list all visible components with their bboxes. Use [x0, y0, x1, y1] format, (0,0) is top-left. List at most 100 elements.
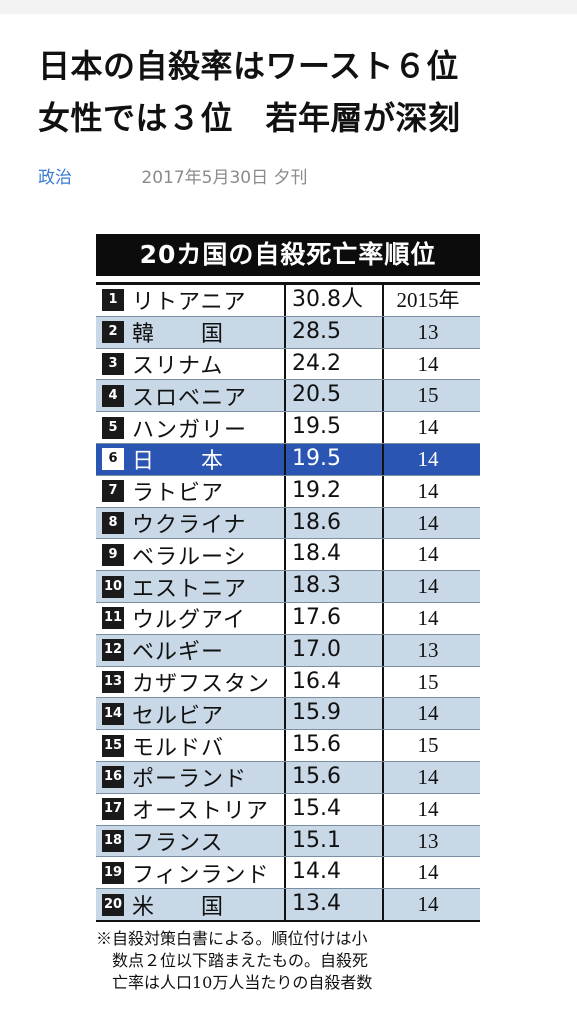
rank-badge: 8 — [102, 511, 124, 534]
data-year: 13 — [382, 316, 472, 348]
country-name: モルドバ — [132, 735, 225, 761]
data-year: 15 — [382, 666, 472, 698]
rank-badge: 13 — [102, 670, 124, 693]
rank-badge: 7 — [102, 480, 124, 503]
table-row: 11 ウルグアイ 17.6 14 — [96, 602, 480, 635]
suicide-rate: 19.5 — [284, 412, 382, 443]
table-row: 5 ハンガリー 19.5 14 — [96, 412, 480, 444]
suicide-rate: 17.6 — [284, 602, 382, 634]
country-name: ウルグアイ — [132, 608, 246, 634]
headline-line-2: 女性では３位 若年層が深刻 — [38, 99, 461, 137]
country-name: ウクライナ — [132, 512, 247, 538]
data-year: 14 — [382, 412, 472, 443]
suicide-rate: 14.4 — [284, 857, 382, 889]
data-year: 14 — [382, 348, 472, 380]
data-year: 14 — [382, 475, 472, 507]
table-row: 2 韓 国 28.5 13 — [96, 316, 480, 349]
rank-badge: 3 — [102, 352, 124, 375]
country-name: カザフスタン — [132, 671, 271, 697]
table-row: 13 カザフスタン 16.4 15 — [96, 666, 480, 699]
footnote-line-3: 亡率は人口10万人当たりの自殺者数 — [96, 972, 373, 992]
suicide-rate: 17.0 — [284, 634, 382, 666]
country-name: 韓 国 — [132, 322, 225, 348]
rank-badge: 6 — [102, 448, 124, 471]
suicide-rate: 18.6 — [284, 507, 382, 539]
table-row: 1 リトアニア 30.8人 2015年 — [96, 285, 480, 317]
suicide-rate: 13.4 — [284, 889, 382, 920]
suicide-rate: 15.6 — [284, 730, 382, 761]
rank-badge: 2 — [102, 321, 124, 344]
rank-badge: 10 — [102, 575, 124, 598]
country-name: エストニア — [132, 576, 248, 602]
data-year: 14 — [382, 571, 472, 602]
table-row: 17 オーストリア 15.4 14 — [96, 793, 480, 826]
suicide-rate: 24.2 — [284, 348, 382, 380]
suicide-rate: 15.1 — [284, 825, 382, 857]
suicide-rate: 15.6 — [284, 761, 382, 793]
country-name: ハンガリー — [132, 417, 248, 443]
suicide-rate: 30.8人 — [284, 285, 382, 316]
suicide-rate: 15.4 — [284, 793, 382, 825]
footnote-line-1: ※自殺対策白書による。順位付けは小 — [96, 928, 368, 948]
category-link[interactable]: 政治 — [38, 168, 72, 188]
country-name: ポーランド — [132, 767, 248, 793]
table-row: 12 ベルギー 17.0 13 — [96, 634, 480, 667]
data-year: 14 — [382, 602, 472, 634]
data-year: 15 — [382, 730, 472, 761]
top-bar — [0, 0, 577, 14]
article-meta: 政治 2017年5月30日 夕刊 — [38, 166, 308, 190]
table-row: 19 フィンランド 14.4 14 — [96, 857, 480, 890]
country-name: スリナム — [132, 354, 224, 379]
suicide-rate: 18.4 — [284, 539, 382, 571]
country-name: フランス — [132, 830, 224, 856]
figure-footnote: ※自殺対策白書による。順位付けは小 数点２位以下踏まえたもの。自殺死 亡率は人口… — [96, 928, 480, 994]
table-row: 16 ポーランド 15.6 14 — [96, 761, 480, 794]
data-year: 13 — [382, 825, 472, 857]
publish-date: 2017年5月30日 夕刊 — [141, 168, 308, 188]
table-row: 8 ウクライナ 18.6 14 — [96, 507, 480, 540]
country-name: ラトビア — [132, 481, 225, 507]
rank-badge: 11 — [102, 607, 124, 630]
table-row: 3 スリナム 24.2 14 — [96, 348, 480, 381]
table-row: 6 日 本 19.5 14 — [96, 443, 480, 476]
suicide-rate: 28.5 — [284, 316, 382, 348]
country-name: リトアニア — [132, 290, 247, 316]
data-year: 2015年 — [382, 285, 472, 316]
suicide-rate: 16.4 — [284, 666, 382, 698]
table-row: 10 エストニア 18.3 14 — [96, 571, 480, 603]
table-row: 18 フランス 15.1 13 — [96, 825, 480, 858]
table-row: 20 米 国 13.4 14 — [96, 889, 480, 920]
table-row: 9 ベラルーシ 18.4 14 — [96, 539, 480, 572]
rank-badge: 18 — [102, 829, 124, 852]
country-name: フィンランド — [132, 862, 270, 888]
figure-title: 20カ国の自殺死亡率順位 — [96, 234, 480, 276]
rank-badge: 15 — [102, 734, 124, 757]
rank-badge: 12 — [102, 639, 124, 662]
ranking-table: 1 リトアニア 30.8人 2015年 2 韓 国 28.5 13 3 スリナム 24.2 14 4 スロ… — [96, 282, 480, 922]
country-name: スロベニア — [132, 385, 248, 411]
table-row: 14 セルビア 15.9 14 — [96, 698, 480, 731]
country-name: 米 国 — [132, 894, 225, 920]
article-headline: 日本の自殺率はワースト６位 女性では３位 若年層が深刻 — [38, 40, 558, 144]
country-name: 日 本 — [132, 449, 225, 475]
data-year: 14 — [382, 793, 472, 825]
data-year: 14 — [382, 889, 472, 920]
table-row: 4 スロベニア 20.5 15 — [96, 380, 480, 413]
rank-badge: 17 — [102, 798, 124, 821]
country-name: ベルギー — [132, 640, 225, 666]
table-row: 15 モルドバ 15.6 15 — [96, 730, 480, 762]
ranking-figure: 20カ国の自殺死亡率順位 1 リトアニア 30.8人 2015年 2 韓 国 28.5 13 3… — [96, 234, 480, 994]
rank-badge: 5 — [102, 416, 124, 439]
footnote-line-2: 数点２位以下踏まえたもの。自殺死 — [96, 950, 369, 970]
suicide-rate: 19.2 — [284, 475, 382, 507]
table-row: 7 ラトビア 19.2 14 — [96, 475, 480, 508]
suicide-rate: 19.5 — [284, 443, 382, 475]
data-year: 14 — [382, 857, 472, 889]
suicide-rate: 18.3 — [284, 571, 382, 602]
rank-badge: 16 — [102, 766, 124, 789]
country-name: セルビア — [132, 703, 225, 729]
data-year: 14 — [382, 443, 472, 475]
rank-badge: 20 — [102, 893, 124, 916]
data-year: 14 — [382, 507, 472, 539]
rank-badge: 19 — [102, 861, 124, 884]
